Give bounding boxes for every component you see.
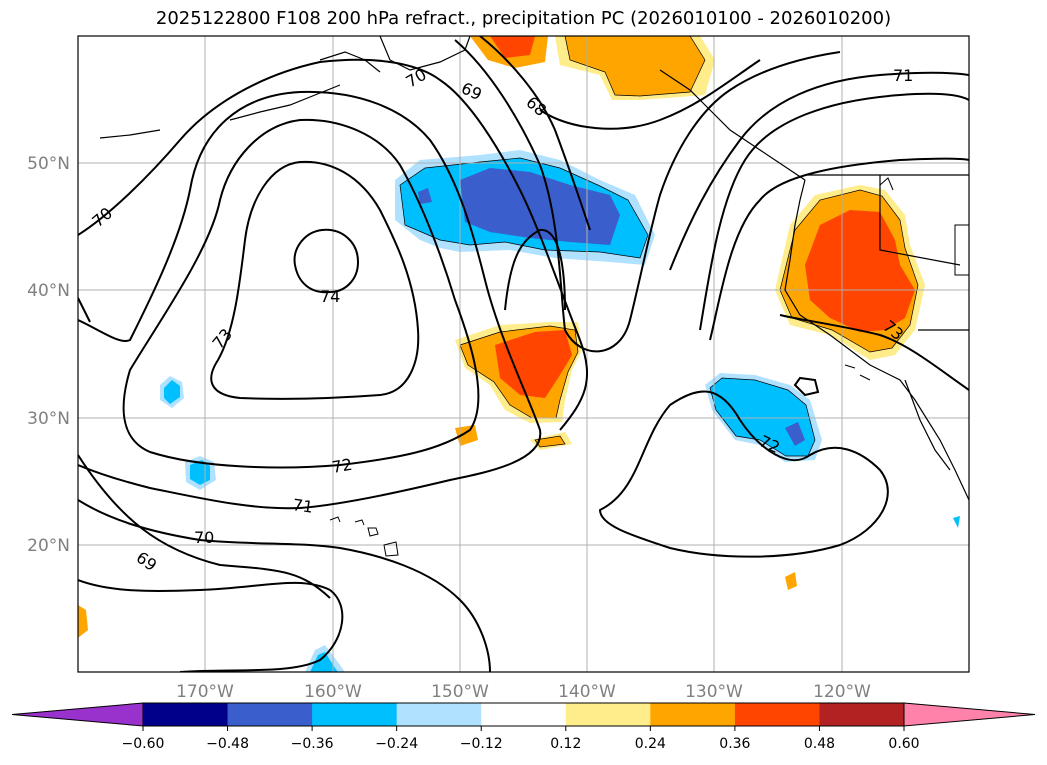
lat-label: 30°N <box>27 409 70 429</box>
lon-label: 150°W <box>431 682 489 702</box>
contour-71 <box>78 90 542 510</box>
precip-positive-area <box>495 330 572 398</box>
contour-69 <box>454 39 841 353</box>
contour-label: 68 <box>522 93 550 121</box>
contour-label: 69 <box>133 548 161 575</box>
colorbar-cell <box>565 703 651 726</box>
contour-71 <box>793 376 820 397</box>
contour-label: 70 <box>88 203 116 231</box>
colorbar-tick-label: −0.60 <box>122 736 165 752</box>
precip-positive-area <box>490 36 535 58</box>
colorbar-tick-label: 0.48 <box>804 736 835 752</box>
precip-negative-area <box>310 652 338 672</box>
colorbar-tick-label: 0.36 <box>719 736 750 752</box>
lon-label: 130°W <box>685 682 743 702</box>
contour-72 <box>122 118 480 469</box>
colorbar-tick-label: 0.24 <box>635 736 666 752</box>
lat-label: 20°N <box>27 536 70 556</box>
lon-label: 140°W <box>558 682 616 702</box>
colorbar-cell <box>819 703 905 726</box>
contour-label: 72 <box>330 455 353 477</box>
precip-negative-area <box>418 188 432 204</box>
precip-shading <box>78 36 960 672</box>
colorbar-cell <box>734 703 820 726</box>
lat-labels: 50°N 40°N 30°N 20°N <box>27 154 70 556</box>
contour-69 <box>78 454 331 599</box>
contour-label: 71 <box>291 495 314 517</box>
coastlines <box>99 36 969 501</box>
colorbar-cell <box>143 703 229 726</box>
colorbar-ticks: −0.60 −0.48 −0.36 −0.24 −0.12 0.12 0.24 0.36 0.4… <box>122 726 920 752</box>
colorbar: −0.60 −0.48 −0.36 −0.24 −0.12 0.12 0.24 0.36 0.4… <box>11 702 1036 752</box>
colorbar-cells <box>11 702 1036 727</box>
contour-69 <box>504 228 566 311</box>
contour-71 <box>699 92 969 331</box>
map-title: 2025122800 F108 200 hPa refract., precip… <box>155 8 892 29</box>
lon-label: 160°W <box>304 682 362 702</box>
colorbar-tick-label: 0.60 <box>888 736 919 752</box>
colorbar-tick-label: 0.12 <box>550 736 581 752</box>
colorbar-cell <box>312 703 398 726</box>
precip-positive-area <box>455 425 478 446</box>
contour-69 <box>78 579 344 672</box>
contour-73 <box>779 314 969 391</box>
precip-positive-area <box>785 572 797 590</box>
colorbar-frame <box>142 702 905 727</box>
contour-72 <box>709 157 969 341</box>
colorbar-extend-low <box>11 702 144 727</box>
colorbar-cell <box>650 703 736 726</box>
precip-positive-area <box>535 436 565 447</box>
contour-label: 70 <box>194 528 214 547</box>
contour-70 <box>78 58 588 431</box>
contour-69 <box>78 297 91 323</box>
lon-label: 120°W <box>813 682 871 702</box>
contour-74 <box>293 228 360 294</box>
lon-label: 170°W <box>176 682 234 702</box>
colorbar-cell <box>396 703 482 726</box>
precip-positive-area <box>805 210 915 332</box>
plot-frame <box>77 35 970 673</box>
plot-area: 70 69 68 71 70 74 73 72 72 71 70 69 73 <box>78 36 969 672</box>
precip-positive-area <box>78 605 88 638</box>
precip-negative-area <box>785 422 805 446</box>
lon-labels: 170°W 160°W 150°W 140°W 130°W 120°W <box>176 682 871 702</box>
contour-label: 73 <box>209 325 237 353</box>
contour-label: 74 <box>320 287 340 306</box>
contour-71 <box>669 71 969 271</box>
precip-positive-area <box>565 36 705 96</box>
colorbar-tick-label: −0.12 <box>460 736 503 752</box>
precip-negative-area <box>710 378 815 456</box>
colorbar-extend-high <box>903 702 1036 727</box>
lat-label: 40°N <box>27 281 70 301</box>
colorbar-cell <box>227 703 313 726</box>
islands <box>329 177 969 557</box>
precip-negative-area <box>460 168 620 245</box>
gridlines <box>78 36 969 672</box>
contour-72 <box>598 390 889 558</box>
colorbar-tick-label: −0.48 <box>206 736 249 752</box>
contour-73 <box>210 160 420 400</box>
colorbar-tick-label: −0.24 <box>375 736 418 752</box>
lat-label: 50°N <box>27 154 70 174</box>
contour-68 <box>539 59 761 130</box>
precip-negative-area <box>953 516 960 528</box>
colorbar-cell <box>481 703 567 726</box>
contour-70 <box>78 499 491 672</box>
contour-68 <box>479 36 591 231</box>
contour-label: 71 <box>893 66 913 85</box>
precip-negative-area <box>164 380 180 404</box>
refractivity-contours <box>78 36 969 672</box>
colorbar-tick-label: −0.36 <box>291 736 334 752</box>
